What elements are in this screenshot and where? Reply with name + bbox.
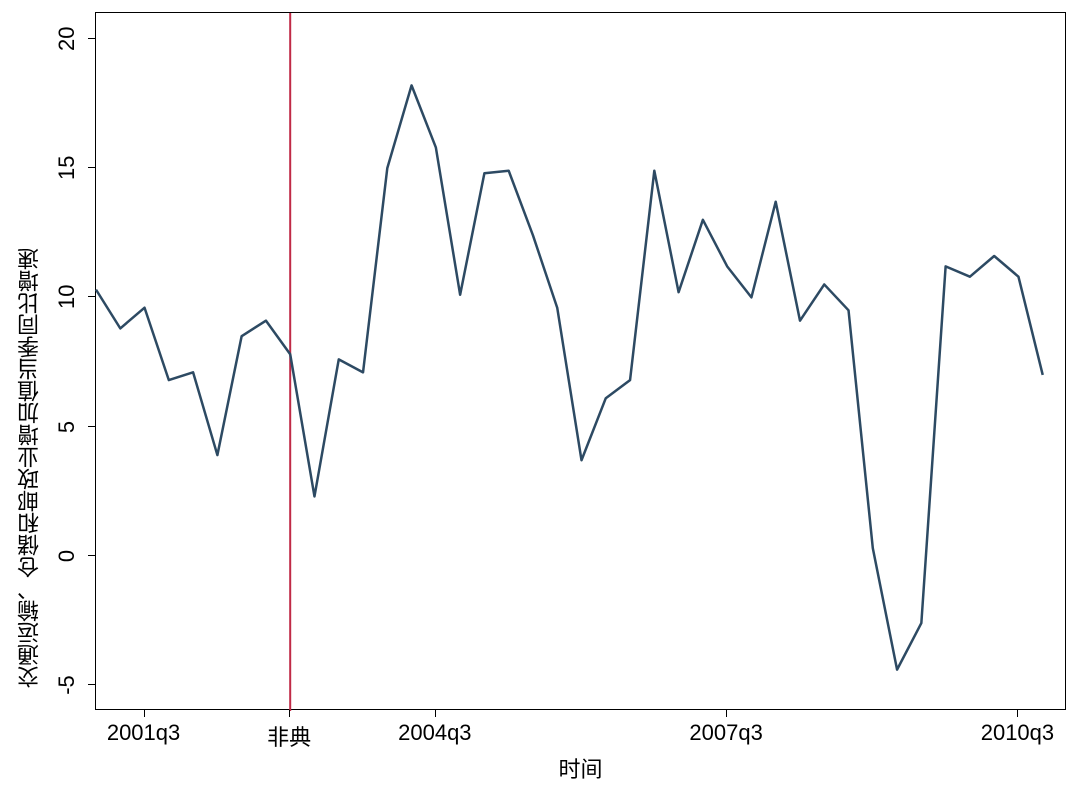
x-tick-label: 2001q3	[84, 720, 204, 746]
y-tick-label: 10	[54, 285, 80, 309]
x-tick-label: 非典	[229, 720, 349, 752]
x-tick-mark	[1017, 710, 1018, 717]
y-tick-label: 20	[54, 27, 80, 51]
y-tick-label: 0	[54, 544, 80, 568]
x-tick-mark	[435, 710, 436, 717]
y-tick-label: 5	[54, 415, 80, 439]
line-chart-svg	[96, 13, 1067, 711]
x-tick-label: 2010q3	[957, 720, 1077, 746]
y-tick-mark	[88, 426, 95, 427]
y-tick-mark	[88, 38, 95, 39]
chart-container: 交通运输、仓储和邮政业增加值当季同比增速 时间 -5 0 5 10 15 20 2001q3…	[0, 0, 1080, 786]
y-tick-mark	[88, 555, 95, 556]
y-tick-label: 15	[54, 156, 80, 180]
x-tick-mark	[726, 710, 727, 717]
y-tick-label: -5	[54, 673, 80, 697]
y-tick-mark	[88, 684, 95, 685]
y-tick-mark	[88, 296, 95, 297]
y-tick-mark	[88, 167, 95, 168]
x-tick-mark	[289, 710, 290, 717]
x-axis-title: 时间	[95, 752, 1066, 784]
plot-area	[95, 12, 1066, 710]
x-tick-label: 2004q3	[375, 720, 495, 746]
y-axis-title: 交通运输、仓储和邮政业增加值当季同比增速	[14, 34, 46, 688]
data-series-line	[96, 85, 1043, 669]
x-tick-label: 2007q3	[666, 720, 786, 746]
x-tick-mark	[144, 710, 145, 717]
